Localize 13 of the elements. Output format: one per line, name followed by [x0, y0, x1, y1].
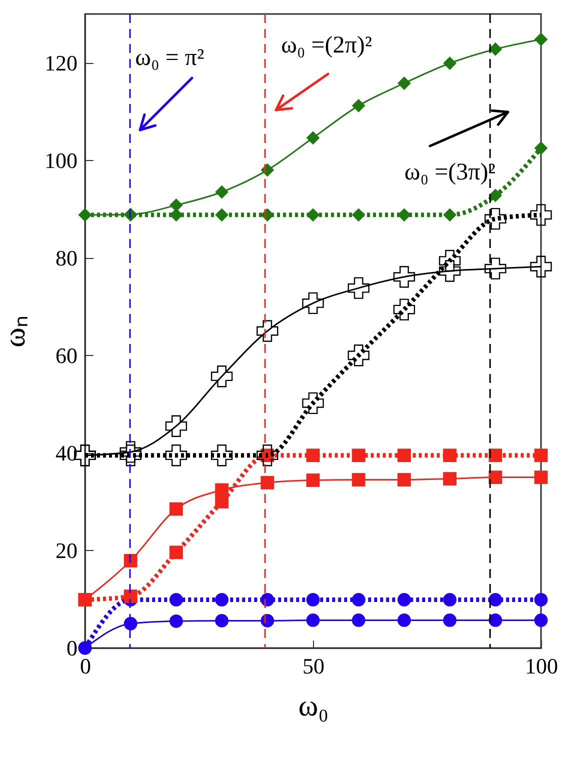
y-tick-label: 80 [56, 245, 78, 270]
y-tick-label: 0 [66, 636, 78, 660]
y-tick-label: 60 [56, 342, 78, 368]
y-tick-label: 100 [44, 148, 78, 173]
ref-line-label: ω₀ = π² [135, 44, 204, 71]
x-tick-label: 100 [525, 654, 558, 678]
ref-line-label: ω₀ =(2π)² [281, 32, 372, 59]
x-axis-title: ω₀ [298, 690, 329, 722]
ref-line-label: ω₀ =(3π)² [404, 160, 496, 186]
y-axis-title: ωₙ [0, 316, 32, 348]
y-tick-label: 20 [56, 538, 78, 563]
x-tick-label: 50 [302, 654, 324, 678]
y-tick-label: 120 [44, 50, 78, 76]
